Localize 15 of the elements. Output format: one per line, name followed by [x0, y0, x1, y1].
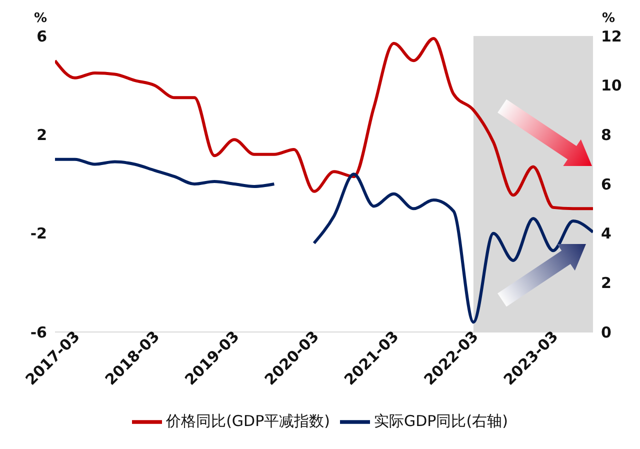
- y2-tick-label: 4: [601, 224, 612, 243]
- line-series: [55, 36, 593, 210]
- y2-tick-label: 0: [601, 323, 612, 342]
- y2-tick-label: 12: [601, 27, 622, 46]
- y2-tick-label: 2: [601, 274, 612, 292]
- y-tick-label: 2: [36, 126, 47, 144]
- y2-tick-label: 8: [601, 126, 612, 144]
- y-tick-label: 6: [36, 27, 47, 46]
- legend-label: 价格同比(GDP平减指数): [166, 412, 330, 430]
- y-tick-label: -2: [30, 224, 47, 243]
- y2-axis-title: %: [602, 11, 616, 26]
- y2-tick-label: 10: [601, 76, 622, 95]
- y2-tick-label: 6: [601, 175, 612, 194]
- y-axis-title: %: [34, 11, 48, 26]
- legend-label: 实际GDP同比(右轴): [374, 412, 508, 430]
